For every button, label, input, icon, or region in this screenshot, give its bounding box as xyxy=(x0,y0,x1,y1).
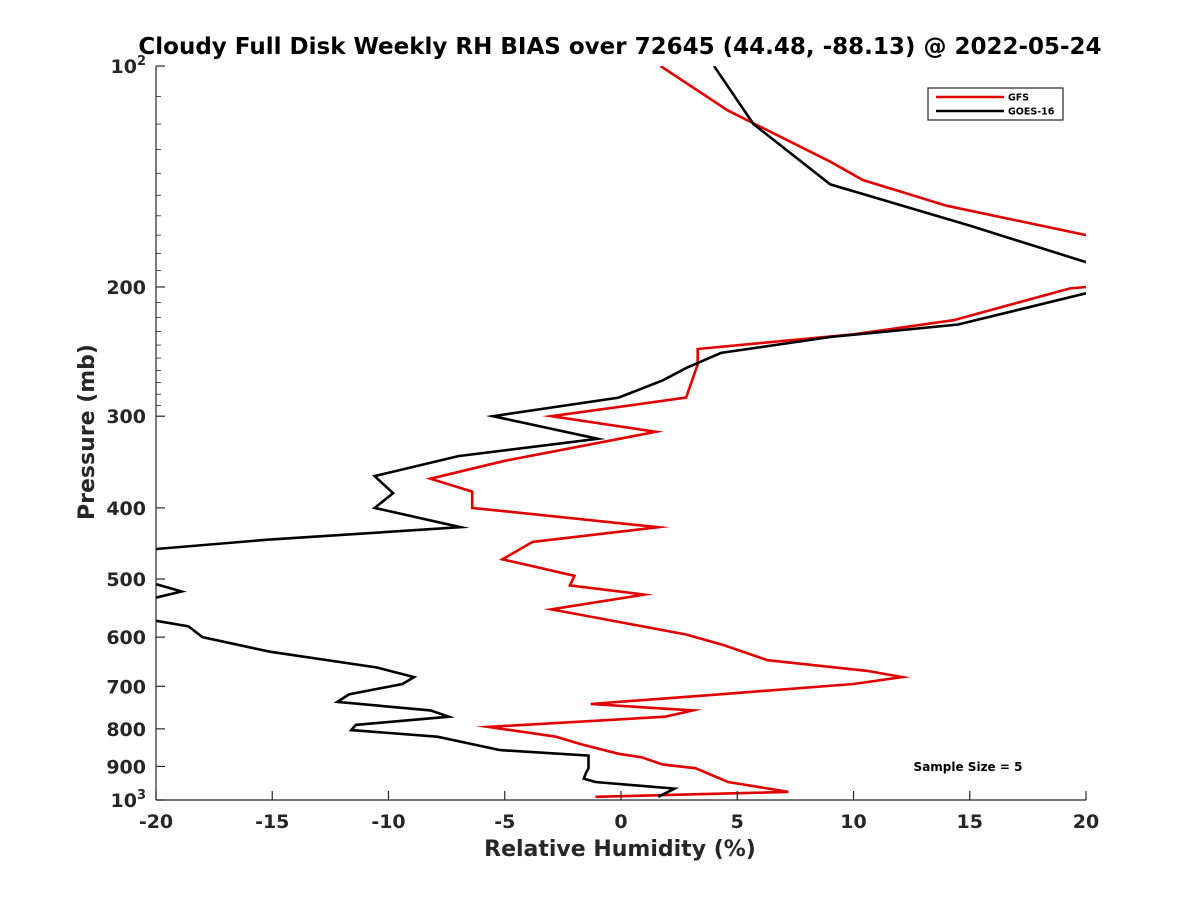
series-gfs-line-1 xyxy=(659,66,1086,237)
x-tick-label: 5 xyxy=(731,811,744,833)
y-tick-label: 300 xyxy=(106,406,146,428)
sample-size-annotation: Sample Size = 5 xyxy=(914,760,1023,774)
x-tick-label: -10 xyxy=(371,811,405,833)
y-tick-label: 800 xyxy=(106,719,146,741)
plot-area xyxy=(156,66,1086,800)
x-tick-label: -5 xyxy=(494,811,515,833)
y-tick-label: 400 xyxy=(106,498,146,520)
x-tick-label: 20 xyxy=(1073,811,1099,833)
legend-label-goes-16: GOES-16 xyxy=(1008,107,1055,118)
x-tick-label: -15 xyxy=(255,811,289,833)
y-tick-label: 500 xyxy=(106,569,146,591)
x-tick-label: -20 xyxy=(139,811,173,833)
series-goes-16-line-3 xyxy=(156,582,187,599)
series-goes-16-line-1 xyxy=(712,66,1086,264)
y-tick-label: 900 xyxy=(106,756,146,778)
legend-box xyxy=(927,87,1064,121)
series-layer xyxy=(156,66,1086,799)
chart-title: Cloudy Full Disk Weekly RH BIAS over 726… xyxy=(138,34,1101,60)
y-tick-label: 102 xyxy=(111,54,147,78)
series-gfs-line-2 xyxy=(425,285,1086,799)
y-axis-label: Pressure (mb) xyxy=(75,344,100,520)
y-tick-label: 103 xyxy=(111,788,147,812)
series-goes-16-line-4 xyxy=(156,619,680,798)
x-tick-label: 0 xyxy=(614,811,627,833)
x-axis-label: Relative Humidity (%) xyxy=(484,837,756,862)
legend: GFS GOES-16 xyxy=(927,87,1064,121)
x-tick-label: 10 xyxy=(840,811,866,833)
legend-label-gfs: GFS xyxy=(1008,93,1029,104)
y-tick-label: 600 xyxy=(106,627,146,649)
y-tick-label: 700 xyxy=(106,676,146,698)
axes-layer: -20 -15 -10 -5 0 5 10 15 20 102 200 300 400 500 600 700… xyxy=(106,54,1099,833)
x-tick-label: 15 xyxy=(957,811,983,833)
series-goes-16-line-2 xyxy=(156,292,1086,551)
y-tick-label: 200 xyxy=(106,277,146,299)
plot-background xyxy=(156,66,1086,800)
